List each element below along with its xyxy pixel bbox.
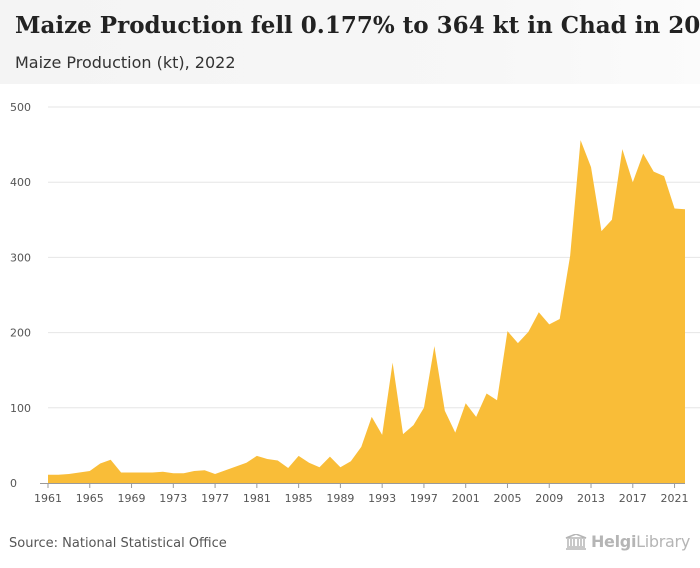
x-tick-label: 2013: [577, 492, 605, 505]
data-point: [109, 458, 113, 462]
data-point: [401, 432, 405, 436]
axes: 0 100 200 300 400 500 1961 1965 1969 1973 1977 1981…: [10, 101, 689, 505]
data-point: [505, 329, 509, 333]
data-point: [224, 468, 228, 472]
data-point: [182, 471, 186, 475]
data-point: [203, 468, 207, 472]
x-tick-label: 1985: [285, 492, 313, 505]
x-tick-label: 1989: [326, 492, 354, 505]
data-point: [391, 361, 395, 365]
x-tick-label: 1977: [201, 492, 229, 505]
data-point: [683, 207, 687, 211]
data-point: [526, 330, 530, 334]
data-point: [338, 465, 342, 469]
logo-main: Helgi: [590, 532, 637, 551]
y-tick-label: 200: [10, 327, 31, 340]
data-point: [98, 461, 102, 465]
data-point: [568, 254, 572, 258]
data-point: [119, 470, 123, 474]
data-point: [307, 461, 311, 465]
x-tick-label: 1969: [118, 492, 146, 505]
chart-subtitle: Maize Production (kt), 2022: [15, 53, 236, 72]
logo-suffix: Library: [636, 532, 690, 551]
data-point: [213, 472, 217, 476]
data-point: [349, 459, 353, 463]
y-tick-label: 100: [10, 402, 31, 415]
data-point: [579, 138, 583, 142]
data-point: [516, 341, 520, 345]
data-point: [161, 470, 165, 474]
data-point: [558, 317, 562, 321]
data-point: [631, 180, 635, 184]
data-point: [67, 472, 71, 476]
source-note: Source: National Statistical Office: [9, 536, 227, 551]
data-point: [255, 454, 259, 458]
data-point: [244, 461, 248, 465]
data-point: [547, 322, 551, 326]
data-point: [443, 409, 447, 413]
data-point: [192, 469, 196, 473]
area-series: [46, 138, 687, 483]
x-tick-label: 1993: [368, 492, 396, 505]
y-tick-label: 500: [10, 101, 31, 114]
y-tick-label: 400: [10, 176, 31, 189]
data-point: [537, 310, 541, 314]
data-point: [380, 433, 384, 437]
library-columns-icon: [565, 533, 587, 550]
data-point: [171, 471, 175, 475]
data-point: [411, 423, 415, 427]
x-tick-label: 1965: [76, 492, 104, 505]
x-tick-label: 2001: [452, 492, 480, 505]
data-point: [453, 431, 457, 435]
data-point: [140, 470, 144, 474]
data-point: [297, 454, 301, 458]
data-point: [46, 473, 50, 477]
x-tick-label: 2021: [661, 492, 689, 505]
chart-header: Maize Production fell 0.177% to 364 kt i…: [0, 0, 700, 84]
data-point: [56, 473, 60, 477]
x-tick-label: 1981: [243, 492, 271, 505]
data-point: [77, 470, 81, 474]
data-point: [641, 152, 645, 156]
data-point: [474, 415, 478, 419]
data-point: [130, 470, 134, 474]
data-point: [485, 392, 489, 396]
x-tick-label: 1973: [159, 492, 187, 505]
data-point: [265, 457, 269, 461]
data-point: [286, 466, 290, 470]
data-point: [495, 398, 499, 402]
y-tick-label: 300: [10, 251, 31, 264]
data-point: [620, 147, 624, 151]
chart-title: Maize Production fell 0.177% to 364 kt i…: [15, 12, 700, 39]
data-point: [150, 470, 154, 474]
production-area: [48, 140, 685, 483]
x-tick-label: 2005: [493, 492, 521, 505]
data-point: [432, 344, 436, 348]
data-point: [318, 465, 322, 469]
data-point: [599, 229, 603, 233]
data-point: [328, 455, 332, 459]
data-point: [662, 174, 666, 178]
x-tick-label: 2009: [535, 492, 563, 505]
data-point: [359, 445, 363, 449]
data-point: [673, 207, 677, 211]
x-tick-label: 1961: [34, 492, 62, 505]
data-point: [276, 458, 280, 462]
x-tick-label: 2017: [619, 492, 647, 505]
x-tick-label: 1997: [410, 492, 438, 505]
area-chart: 0 100 200 300 400 500 1961 1965 1969 1973 1977 1981…: [10, 101, 700, 505]
data-point: [610, 218, 614, 222]
data-point: [652, 170, 656, 174]
data-point: [422, 406, 426, 410]
data-point: [234, 464, 238, 468]
helgi-library-logo: HelgiLibrary: [565, 532, 690, 551]
data-point: [464, 401, 468, 405]
data-point: [589, 165, 593, 169]
data-point: [88, 469, 92, 473]
y-tick-label: 0: [10, 477, 17, 490]
data-point: [370, 415, 374, 419]
